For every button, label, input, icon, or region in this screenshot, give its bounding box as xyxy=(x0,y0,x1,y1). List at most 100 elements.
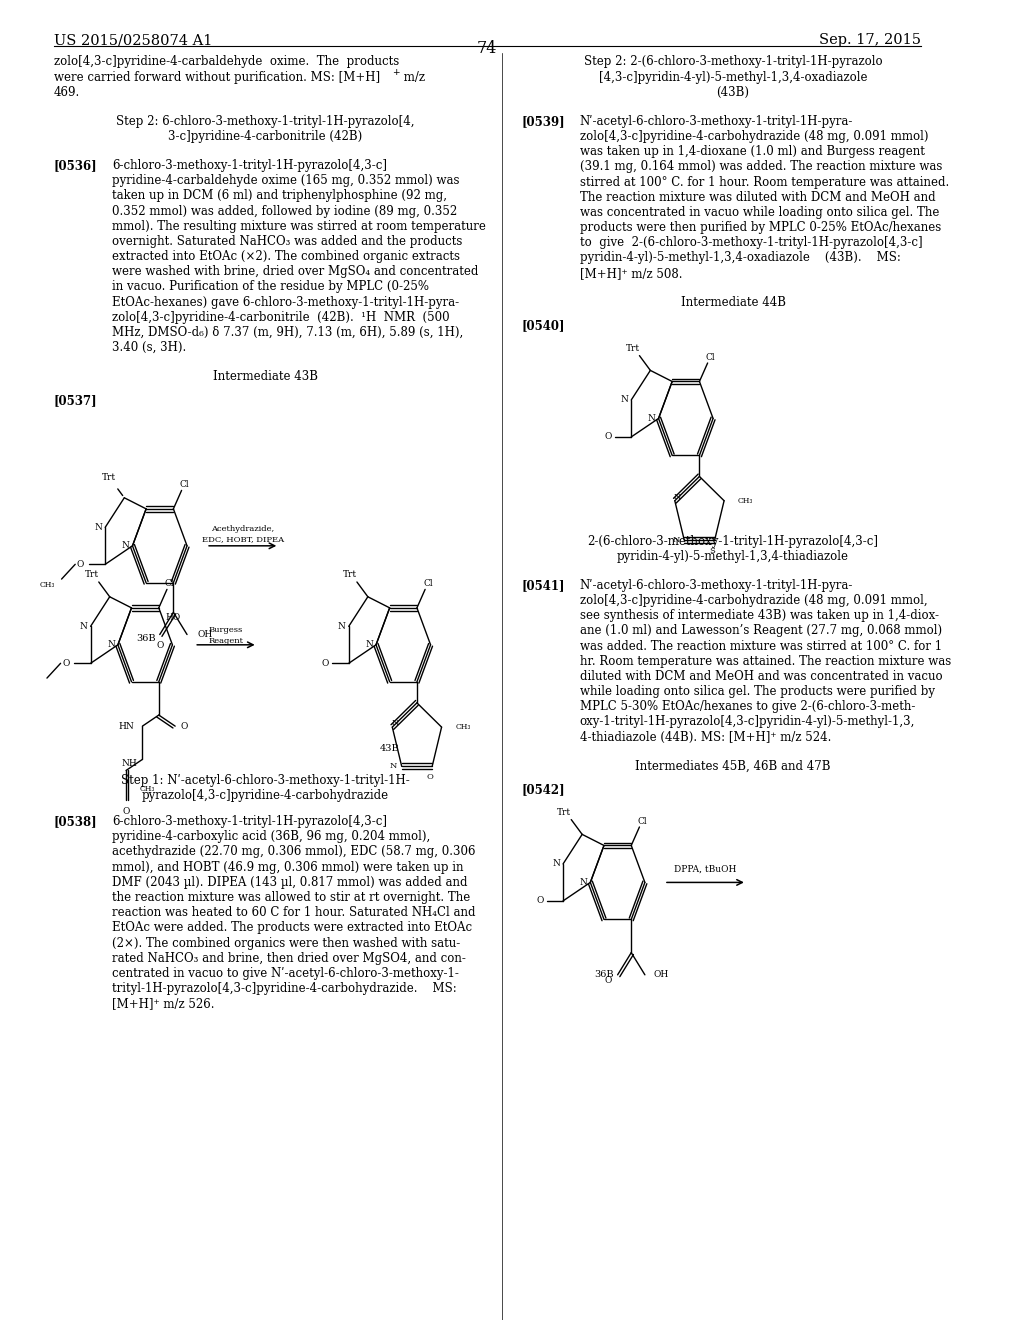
Text: Intermediate 43B: Intermediate 43B xyxy=(213,370,318,383)
Text: Trt: Trt xyxy=(557,808,571,817)
Text: centrated in vacuo to give Nʹ-acetyl-6-chloro-3-methoxy-1-: centrated in vacuo to give Nʹ-acetyl-6-c… xyxy=(112,966,459,979)
Text: DPPA, tBuOH: DPPA, tBuOH xyxy=(674,865,736,874)
Text: [0542]: [0542] xyxy=(521,783,565,796)
Text: Nʹ-acetyl-6-chloro-3-methoxy-1-trityl-1H-pyra-: Nʹ-acetyl-6-chloro-3-methoxy-1-trityl-1H… xyxy=(580,578,853,591)
Text: stirred at 100° C. for 1 hour. Room temperature was attained.: stirred at 100° C. for 1 hour. Room temp… xyxy=(580,176,949,189)
Text: reaction was heated to 60 C for 1 hour. Saturated NH₄Cl and: reaction was heated to 60 C for 1 hour. … xyxy=(112,906,475,919)
Text: CH₃: CH₃ xyxy=(39,581,54,589)
Text: N: N xyxy=(108,640,115,649)
Text: extracted into EtOAc (×2). The combined organic extracts: extracted into EtOAc (×2). The combined … xyxy=(112,249,460,263)
Text: The reaction mixture was diluted with DCM and MeOH and: The reaction mixture was diluted with DC… xyxy=(580,190,935,203)
Text: 36B: 36B xyxy=(594,970,613,979)
Text: 0.352 mmol) was added, followed by iodine (89 mg, 0.352: 0.352 mmol) was added, followed by iodin… xyxy=(112,205,458,218)
Text: O: O xyxy=(537,896,544,906)
Text: acethydrazide (22.70 mg, 0.306 mmol), EDC (58.7 mg, 0.306: acethydrazide (22.70 mg, 0.306 mmol), ED… xyxy=(112,845,475,858)
Text: zolo[4,3-c]pyridine-4-carbonitrile  (42B).  ¹H  NMR  (500: zolo[4,3-c]pyridine-4-carbonitrile (42B)… xyxy=(112,310,450,323)
Text: Trt: Trt xyxy=(343,570,357,579)
Text: diluted with DCM and MeOH and was concentrated in vacuo: diluted with DCM and MeOH and was concen… xyxy=(580,669,942,682)
Text: 6-chloro-3-methoxy-1-trityl-1H-pyrazolo[4,3-c]: 6-chloro-3-methoxy-1-trityl-1H-pyrazolo[… xyxy=(112,814,387,828)
Text: Cl: Cl xyxy=(423,579,433,589)
Text: N: N xyxy=(621,396,629,404)
Text: MHz, DMSO-d₆) δ 7.37 (m, 9H), 7.13 (m, 6H), 5.89 (s, 1H),: MHz, DMSO-d₆) δ 7.37 (m, 9H), 7.13 (m, 6… xyxy=(112,326,463,339)
Text: 469.: 469. xyxy=(53,86,80,99)
Text: S: S xyxy=(709,546,715,556)
Text: while loading onto silica gel. The products were purified by: while loading onto silica gel. The produ… xyxy=(580,685,935,698)
Text: 4-thiadiazole (44B). MS: [M+H]⁺ m/z 524.: 4-thiadiazole (44B). MS: [M+H]⁺ m/z 524. xyxy=(580,730,831,743)
Text: zolo[4,3-c]pyridine-4-carbaldehyde  oxime.  The  products: zolo[4,3-c]pyridine-4-carbaldehyde oxime… xyxy=(53,55,398,69)
Text: O: O xyxy=(605,975,612,985)
Text: N: N xyxy=(391,719,398,727)
Text: 6-chloro-3-methoxy-1-trityl-1H-pyrazolo[4,3-c]: 6-chloro-3-methoxy-1-trityl-1H-pyrazolo[… xyxy=(112,158,387,172)
Text: US 2015/0258074 A1: US 2015/0258074 A1 xyxy=(53,33,212,48)
Text: EtOAc-hexanes) gave 6-chloro-3-methoxy-1-trityl-1H-pyra-: EtOAc-hexanes) gave 6-chloro-3-methoxy-1… xyxy=(112,296,459,309)
Text: pyridin-4-yl)-5-methyl-1,3,4-thiadiazole: pyridin-4-yl)-5-methyl-1,3,4-thiadiazole xyxy=(617,549,849,562)
Text: [0539]: [0539] xyxy=(521,115,565,128)
Text: hr. Room temperature was attained. The reaction mixture was: hr. Room temperature was attained. The r… xyxy=(580,655,951,668)
Text: (39.1 mg, 0.164 mmol) was added. The reaction mixture was: (39.1 mg, 0.164 mmol) was added. The rea… xyxy=(580,160,942,173)
Text: [0540]: [0540] xyxy=(521,319,564,333)
Text: [M+H]⁺ m/z 526.: [M+H]⁺ m/z 526. xyxy=(112,997,215,1010)
Text: Sep. 17, 2015: Sep. 17, 2015 xyxy=(818,33,921,48)
Text: was added. The reaction mixture was stirred at 100° C. for 1: was added. The reaction mixture was stir… xyxy=(580,639,942,652)
Text: Cl: Cl xyxy=(637,817,647,826)
Text: N: N xyxy=(674,494,681,502)
Text: 3-c]pyridine-4-carbonitrile (42B): 3-c]pyridine-4-carbonitrile (42B) xyxy=(168,131,362,143)
Text: EDC, HOBT, DIPEA: EDC, HOBT, DIPEA xyxy=(202,535,284,544)
Text: O: O xyxy=(322,659,330,668)
Text: Step 2: 6-chloro-3-methoxy-1-trityl-1H-pyrazolo[4,: Step 2: 6-chloro-3-methoxy-1-trityl-1H-p… xyxy=(116,115,415,128)
Text: CH₃: CH₃ xyxy=(139,785,155,793)
Text: OH: OH xyxy=(198,630,213,639)
Text: [0537]: [0537] xyxy=(53,393,97,407)
Text: N: N xyxy=(80,622,88,631)
Text: Cl: Cl xyxy=(706,352,715,362)
Text: overnight. Saturated NaHCO₃ was added and the products: overnight. Saturated NaHCO₃ was added an… xyxy=(112,235,463,248)
Text: trityl-1H-pyrazolo[4,3-c]pyridine-4-carbohydrazide.    MS:: trityl-1H-pyrazolo[4,3-c]pyridine-4-carb… xyxy=(112,982,457,995)
Text: CH₃: CH₃ xyxy=(737,496,753,504)
Text: [0541]: [0541] xyxy=(521,578,564,591)
Text: (43B): (43B) xyxy=(717,86,750,99)
Text: N: N xyxy=(390,763,397,771)
Text: taken up in DCM (6 ml) and triphenylphosphine (92 mg,: taken up in DCM (6 ml) and triphenylphos… xyxy=(112,189,447,202)
Text: 74: 74 xyxy=(477,40,498,57)
Text: [4,3-c]pyridin-4-yl)-5-methyl-1,3,4-oxadiazole: [4,3-c]pyridin-4-yl)-5-methyl-1,3,4-oxad… xyxy=(599,70,867,83)
Text: was taken up in 1,4-dioxane (1.0 ml) and Burgess reagent: was taken up in 1,4-dioxane (1.0 ml) and… xyxy=(580,145,925,158)
Text: products were then purified by MPLC 0-25% EtOAc/hexanes: products were then purified by MPLC 0-25… xyxy=(580,220,941,234)
Text: ane (1.0 ml) and Lawesson’s Reagent (27.7 mg, 0.068 mmol): ane (1.0 ml) and Lawesson’s Reagent (27.… xyxy=(580,624,942,638)
Text: pyridine-4-carbaldehyde oxime (165 mg, 0.352 mmol) was: pyridine-4-carbaldehyde oxime (165 mg, 0… xyxy=(112,174,460,187)
Text: NH: NH xyxy=(121,759,137,768)
Text: zolo[4,3-c]pyridine-4-carbohydrazide (48 mg, 0.091 mmol): zolo[4,3-c]pyridine-4-carbohydrazide (48… xyxy=(580,131,928,143)
Text: +: + xyxy=(392,67,400,77)
Text: N: N xyxy=(338,622,346,631)
Text: N: N xyxy=(94,523,102,532)
Text: MPLC 5-30% EtOAc/hexanes to give 2-(6-chloro-3-meth-: MPLC 5-30% EtOAc/hexanes to give 2-(6-ch… xyxy=(580,700,915,713)
Text: rated NaHCO₃ and brine, then dried over MgSO4, and con-: rated NaHCO₃ and brine, then dried over … xyxy=(112,952,466,965)
Text: Nʹ-acetyl-6-chloro-3-methoxy-1-trityl-1H-pyra-: Nʹ-acetyl-6-chloro-3-methoxy-1-trityl-1H… xyxy=(580,115,853,128)
Text: Burgess: Burgess xyxy=(209,626,243,635)
Text: Cl: Cl xyxy=(165,579,174,589)
Text: were washed with brine, dried over MgSO₄ and concentrated: were washed with brine, dried over MgSO₄… xyxy=(112,265,478,279)
Text: oxy-1-trityl-1H-pyrazolo[4,3-c]pyridin-4-yl)-5-methyl-1,3,: oxy-1-trityl-1H-pyrazolo[4,3-c]pyridin-4… xyxy=(580,715,915,729)
Text: mmol). The resulting mixture was stirred at room temperature: mmol). The resulting mixture was stirred… xyxy=(112,219,486,232)
Text: see synthesis of intermediate 43B) was taken up in 1,4-diox-: see synthesis of intermediate 43B) was t… xyxy=(580,609,939,622)
Text: Step 2: 2-(6-chloro-3-methoxy-1-trityl-1H-pyrazolo: Step 2: 2-(6-chloro-3-methoxy-1-trityl-1… xyxy=(584,55,883,69)
Text: m/z: m/z xyxy=(400,70,425,83)
Text: N: N xyxy=(673,536,680,544)
Text: 36B: 36B xyxy=(136,634,156,643)
Text: N: N xyxy=(122,541,130,550)
Text: N: N xyxy=(366,640,373,649)
Text: Reagent: Reagent xyxy=(209,636,244,645)
Text: Trt: Trt xyxy=(102,473,117,482)
Text: [M+H]⁺ m/z 508.: [M+H]⁺ m/z 508. xyxy=(580,267,682,280)
Text: OH: OH xyxy=(653,970,669,979)
Text: Intermediate 44B: Intermediate 44B xyxy=(681,296,785,309)
Text: N: N xyxy=(552,859,560,869)
Text: mmol), and HOBT (46.9 mg, 0.306 mmol) were taken up in: mmol), and HOBT (46.9 mg, 0.306 mmol) we… xyxy=(112,861,464,874)
Text: Acethydrazide,: Acethydrazide, xyxy=(211,524,274,533)
Text: O: O xyxy=(426,774,433,781)
Text: Trt: Trt xyxy=(626,343,640,352)
Text: CH₃: CH₃ xyxy=(456,723,471,731)
Text: HN: HN xyxy=(119,722,134,731)
Text: 43B: 43B xyxy=(380,743,399,752)
Text: pyridin-4-yl)-5-methyl-1,3,4-oxadiazole    (43B).    MS:: pyridin-4-yl)-5-methyl-1,3,4-oxadiazole … xyxy=(580,251,900,264)
Text: the reaction mixture was allowed to stir at rt overnight. The: the reaction mixture was allowed to stir… xyxy=(112,891,470,904)
